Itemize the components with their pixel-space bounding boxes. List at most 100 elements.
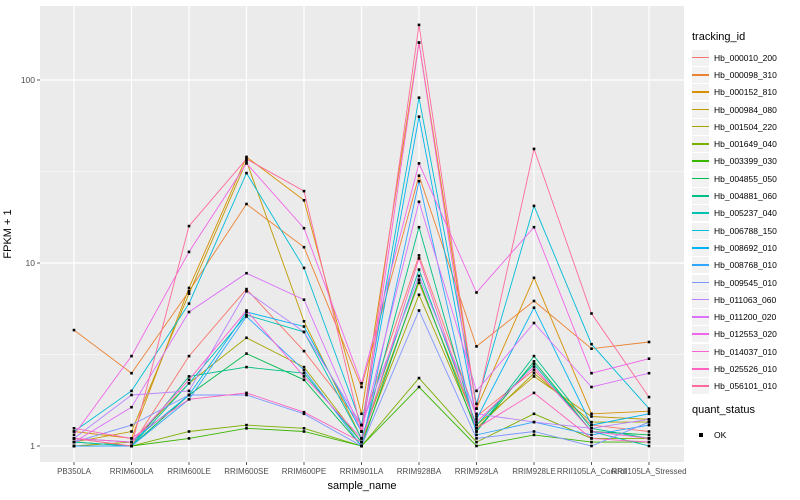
data-point	[245, 162, 248, 165]
data-point	[647, 444, 651, 448]
data-point	[245, 313, 248, 317]
data-point	[130, 444, 133, 448]
y-tick-label: 1	[30, 441, 35, 451]
legend-item-label: Hb_004881_060	[714, 191, 777, 202]
data-point	[532, 412, 536, 416]
legend-item-Hb_014037_010: Hb_014037_010	[692, 343, 777, 360]
data-point	[647, 340, 651, 344]
data-point	[417, 274, 421, 278]
data-point	[245, 271, 248, 275]
data-point	[532, 306, 536, 309]
data-point	[130, 371, 133, 375]
data-point	[187, 250, 191, 254]
data-point	[302, 375, 306, 378]
legend-title-quant-status: quant_status	[692, 404, 755, 416]
data-point	[475, 420, 478, 424]
y-axis-title: FPKM + 1	[2, 209, 14, 259]
legend-item-quant-OK: OK	[692, 426, 726, 443]
data-point	[417, 281, 421, 284]
data-point	[417, 278, 421, 281]
data-point	[245, 159, 248, 163]
data-point	[187, 224, 191, 228]
legend-item-Hb_004881_060: Hb_004881_060	[692, 187, 777, 205]
legend-item-label: Hb_056101_010	[714, 381, 777, 392]
data-point	[245, 157, 248, 161]
data-point	[187, 393, 191, 397]
legend-item-label: Hb_000152_810	[714, 87, 777, 98]
data-point	[72, 444, 76, 448]
data-point	[302, 266, 306, 270]
data-point	[475, 418, 478, 421]
legend-item-Hb_005237_040: Hb_005237_040	[692, 205, 777, 222]
y-tick-labels: 1 10 100	[21, 75, 35, 451]
data-point	[302, 368, 306, 372]
data-point	[532, 147, 536, 151]
data-point	[187, 382, 191, 385]
data-point	[475, 402, 478, 406]
data-point	[360, 437, 363, 440]
data-point	[475, 433, 478, 437]
data-point	[245, 310, 248, 314]
data-point	[302, 325, 306, 328]
legend-key-swatch	[692, 239, 709, 256]
data-point	[417, 254, 421, 257]
legend-key-swatch	[692, 84, 709, 101]
y-tick-label: 100	[21, 75, 35, 85]
axis-tick-marks	[37, 79, 650, 465]
data-point	[302, 320, 306, 323]
data-point	[590, 440, 593, 444]
data-point	[532, 360, 536, 363]
legend-item-Hb_000984_080: Hb_000984_080	[692, 101, 777, 118]
data-point	[130, 437, 133, 440]
legend-item-label: Hb_011200_020	[714, 312, 777, 323]
data-point	[647, 412, 651, 416]
data-point	[417, 268, 421, 271]
data-point	[647, 357, 651, 360]
data-point	[532, 391, 536, 395]
legend-item-label: Hb_001649_040	[714, 139, 777, 150]
data-point	[360, 412, 363, 416]
x-tick-label: RRIM901LA	[340, 467, 384, 476]
data-point	[245, 427, 248, 430]
legend-item-label: OK	[714, 429, 727, 440]
legend-key-swatch	[692, 66, 709, 83]
data-point	[302, 245, 306, 249]
data-point	[417, 376, 421, 380]
data-point	[417, 162, 421, 165]
legend-item-label: Hb_009545_010	[714, 277, 777, 288]
data-point	[532, 420, 536, 424]
data-point	[532, 375, 536, 378]
data-point	[360, 423, 363, 427]
legend-title-tracking-id: tracking_id	[692, 31, 746, 43]
data-point	[647, 418, 651, 421]
data-point	[302, 378, 306, 382]
x-tick-label: RRIM928LA	[455, 467, 499, 476]
legend-item-label: Hb_004855_050	[714, 173, 777, 184]
data-point	[245, 352, 248, 355]
data-point	[475, 412, 478, 416]
data-point	[475, 415, 478, 418]
data-point	[590, 415, 593, 418]
legend-item-label: Hb_014037_010	[714, 346, 777, 357]
legend-item-Hb_011200_020: Hb_011200_020	[692, 308, 777, 326]
data-point	[417, 385, 421, 389]
data-point	[417, 225, 421, 229]
data-point	[187, 398, 191, 401]
data-point	[590, 420, 593, 424]
data-point	[72, 437, 76, 440]
legend-key-swatch	[692, 309, 709, 326]
legend-key-point	[692, 427, 709, 443]
data-point	[187, 375, 191, 378]
data-point	[245, 202, 248, 206]
legend-item-label: Hb_003399_030	[714, 156, 777, 167]
legend-key-swatch	[692, 360, 709, 377]
data-point	[647, 371, 651, 375]
data-point	[475, 423, 478, 427]
data-point	[187, 430, 191, 433]
data-point	[130, 423, 133, 427]
data-point	[360, 385, 363, 389]
data-point	[532, 276, 536, 280]
legend-item-label: Hb_011063_060	[714, 294, 777, 305]
legend-item-Hb_025526_010: Hb_025526_010	[692, 360, 777, 377]
data-point	[302, 365, 306, 369]
